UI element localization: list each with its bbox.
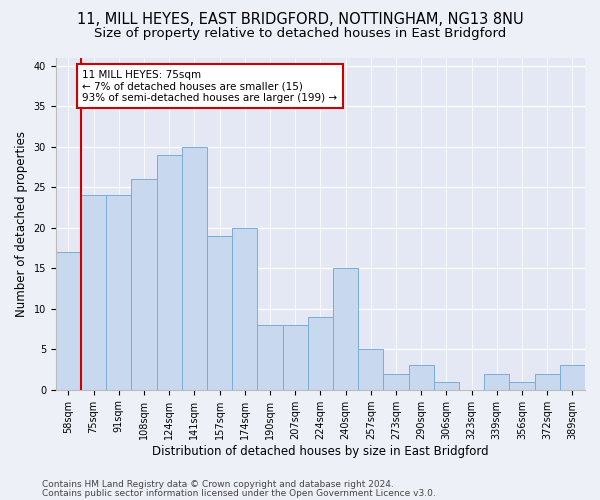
Bar [81, 196, 106, 390]
Bar [308, 317, 333, 390]
Bar [283, 325, 308, 390]
Y-axis label: Number of detached properties: Number of detached properties [15, 130, 28, 316]
Bar [358, 349, 383, 390]
X-axis label: Distribution of detached houses by size in East Bridgford: Distribution of detached houses by size … [152, 444, 489, 458]
Bar [409, 366, 434, 390]
Bar [182, 146, 207, 390]
Text: Contains HM Land Registry data © Crown copyright and database right 2024.: Contains HM Land Registry data © Crown c… [42, 480, 394, 489]
Bar [232, 228, 257, 390]
Text: 11 MILL HEYES: 75sqm
← 7% of detached houses are smaller (15)
93% of semi-detach: 11 MILL HEYES: 75sqm ← 7% of detached ho… [82, 70, 337, 103]
Bar [383, 374, 409, 390]
Bar [106, 196, 131, 390]
Bar [207, 236, 232, 390]
Text: Size of property relative to detached houses in East Bridgford: Size of property relative to detached ho… [94, 28, 506, 40]
Bar [157, 154, 182, 390]
Bar [535, 374, 560, 390]
Text: Contains public sector information licensed under the Open Government Licence v3: Contains public sector information licen… [42, 489, 436, 498]
Text: 11, MILL HEYES, EAST BRIDGFORD, NOTTINGHAM, NG13 8NU: 11, MILL HEYES, EAST BRIDGFORD, NOTTINGH… [77, 12, 523, 28]
Bar [434, 382, 459, 390]
Bar [509, 382, 535, 390]
Bar [257, 325, 283, 390]
Bar [484, 374, 509, 390]
Bar [560, 366, 585, 390]
Bar [333, 268, 358, 390]
Bar [56, 252, 81, 390]
Bar [131, 179, 157, 390]
